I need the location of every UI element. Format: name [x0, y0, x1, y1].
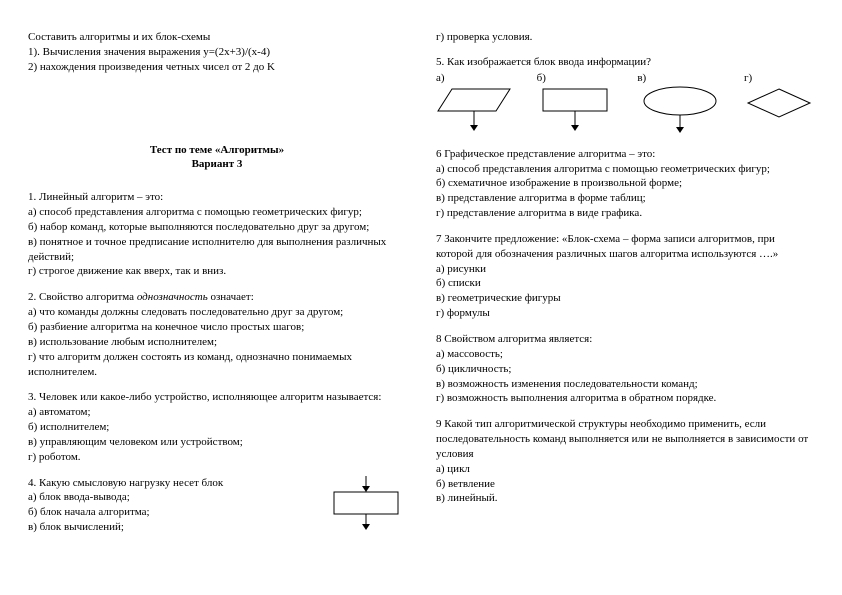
q2-c: в) использование любым исполнителем;	[28, 335, 406, 350]
q2-head-pre: 2. Свойство алгоритма	[28, 291, 137, 303]
q9-head: 9 Какой тип алгоритмической структуры не…	[436, 417, 814, 462]
q2-a: а) что команды должны следовать последов…	[28, 305, 406, 320]
q8-a: а) массовость;	[436, 347, 814, 362]
q4-head: 4. Какую смысловую нагрузку несет блок	[28, 476, 312, 491]
q8-head: 8 Свойством алгоритма является:	[436, 332, 814, 347]
q6-d: г) представление алгоритма в виде график…	[436, 206, 814, 221]
q8-d: г) возможность выполнения алгоритма в об…	[436, 391, 814, 406]
rhombus-icon	[744, 85, 814, 129]
q5-label-c: в)	[637, 71, 646, 86]
q2-head-it: однозначность	[137, 291, 208, 303]
q5-label-b: б)	[537, 71, 546, 86]
q8-c: в) возможность изменения последовательно…	[436, 377, 814, 392]
intro-line-3: 2) нахождения произведения четных чисел …	[28, 60, 406, 75]
q6: 6 Графическое представление алгоритма – …	[436, 147, 814, 221]
q7-c: в) геометрические фигуры	[436, 291, 814, 306]
intro-line-1: Составить алгоритмы и их блок-схемы	[28, 30, 406, 45]
q7-head: 7 Закончите предложение: «Блок-схема – ф…	[436, 232, 814, 262]
intro-line-2: 1). Вычисления значения выражения y=(2x+…	[28, 45, 406, 60]
q5-opt-d: г)	[744, 85, 814, 129]
left-column: Составить алгоритмы и их блок-схемы 1). …	[28, 30, 406, 575]
q7-d: г) формулы	[436, 306, 814, 321]
q5-label-a: а)	[436, 71, 445, 86]
q5-opt-b: б)	[537, 85, 617, 135]
q6-head: 6 Графическое представление алгоритма – …	[436, 147, 814, 162]
q1-head: 1. Линейный алгоритм – это:	[28, 190, 406, 205]
q2-b: б) разбиение алгоритма на конечное число…	[28, 320, 406, 335]
q6-c: в) представление алгоритма в форме табли…	[436, 191, 814, 206]
q1-d: г) строгое движение как вверх, так и вни…	[28, 264, 406, 279]
q3-b: б) исполнителем;	[28, 420, 406, 435]
q7: 7 Закончите предложение: «Блок-схема – ф…	[436, 232, 814, 321]
q8: 8 Свойством алгоритма является: а) массо…	[436, 332, 814, 406]
intro-block: Составить алгоритмы и их блок-схемы 1). …	[28, 30, 406, 75]
q5-shapes-row: а) б) в)	[436, 71, 814, 137]
ellipse-icon	[637, 85, 723, 137]
q7-a: а) рисунки	[436, 262, 814, 277]
q6-a: а) способ представления алгоритма с помо…	[436, 162, 814, 177]
q3-head: 3. Человек или какое-либо устройство, ис…	[28, 390, 406, 405]
parallelogram-icon	[436, 85, 516, 135]
q4-b: б) блок начала алгоритма;	[28, 505, 312, 520]
q1-c: в) понятное и точное предписание исполни…	[28, 235, 406, 265]
q4-c: в) блок вычислений;	[28, 520, 312, 535]
q3: 3. Человек или какое-либо устройство, ис…	[28, 390, 406, 464]
q3-a: а) автоматом;	[28, 405, 406, 420]
q2-head-post: означает:	[208, 291, 254, 303]
q3-c: в) управляющим человеком или устройством…	[28, 435, 406, 450]
q4-a: а) блок ввода-вывода;	[28, 490, 312, 505]
q1: 1. Линейный алгоритм – это: а) способ пр…	[28, 190, 406, 279]
q1-b: б) набор команд, которые выполняются пос…	[28, 220, 406, 235]
q5-opt-c: в)	[637, 85, 723, 137]
q4: 4. Какую смысловую нагрузку несет блок а…	[28, 476, 406, 535]
q6-b: б) схематичное изображение в произвольно…	[436, 176, 814, 191]
q4-text: 4. Какую смысловую нагрузку несет блок а…	[28, 476, 312, 535]
rectangle-icon	[537, 85, 617, 135]
title-line-2: Вариант 3	[28, 157, 406, 172]
title-line-1: Тест по теме «Алгоритмы»	[28, 143, 406, 158]
q1-a: а) способ представления алгоритма с помо…	[28, 205, 406, 220]
q5-opt-a: а)	[436, 85, 516, 135]
q2-d: г) что алгоритм должен состоять из коман…	[28, 350, 406, 380]
q2: 2. Свойство алгоритма однозначность озна…	[28, 290, 406, 379]
q8-b: б) цикличность;	[436, 362, 814, 377]
rect-block-icon	[326, 476, 406, 534]
q9-b: б) ветвление	[436, 477, 814, 492]
q5-label-d: г)	[744, 71, 752, 86]
q3-d: г) роботом.	[28, 450, 406, 465]
q7-b: б) списки	[436, 276, 814, 291]
q9: 9 Какой тип алгоритмической структуры не…	[436, 417, 814, 506]
right-column: г) проверка условия. 5. Как изображается…	[436, 30, 814, 575]
q9-a: а) цикл	[436, 462, 814, 477]
q9-c: в) линейный.	[436, 491, 814, 506]
q5: 5. Как изображается блок ввода информаци…	[436, 55, 814, 137]
q4g: г) проверка условия.	[436, 30, 814, 45]
q2-head: 2. Свойство алгоритма однозначность озна…	[28, 290, 406, 305]
title-block: Тест по теме «Алгоритмы» Вариант 3	[28, 143, 406, 173]
q5-head: 5. Как изображается блок ввода информаци…	[436, 55, 814, 70]
